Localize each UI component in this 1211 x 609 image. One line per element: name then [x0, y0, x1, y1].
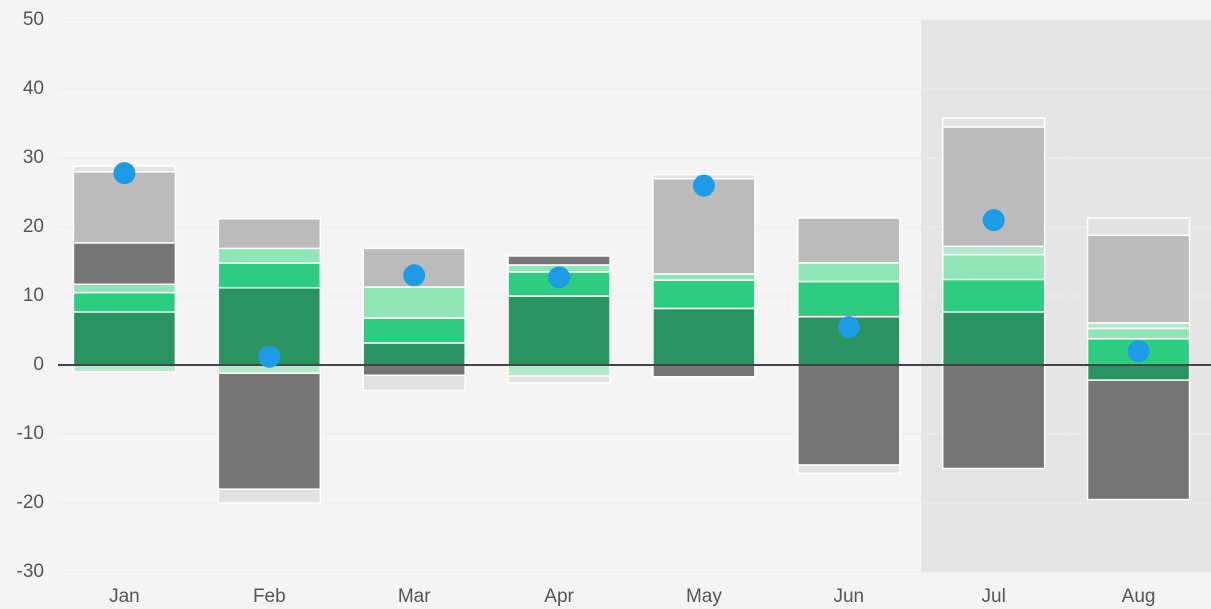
bar-segment — [1086, 234, 1191, 324]
bar-segment — [72, 242, 177, 286]
bar-segment — [217, 247, 322, 264]
bar-segment — [797, 262, 901, 283]
bar-segment — [1086, 364, 1191, 381]
y-tick-label: 50 — [23, 9, 44, 30]
bar-segment — [1086, 379, 1191, 501]
x-tick-label: Jul — [982, 586, 1006, 607]
bar-segment — [507, 364, 611, 377]
bar-segment — [217, 372, 322, 490]
x-tick-label: Jan — [109, 586, 140, 607]
point — [692, 174, 715, 197]
point — [403, 264, 426, 287]
bar-segment — [217, 488, 322, 504]
bar-segment — [941, 364, 1046, 470]
bar-segment — [941, 311, 1046, 366]
bar-segment — [72, 291, 177, 313]
x-tick-label: May — [686, 586, 722, 607]
y-tick-label: -10 — [17, 423, 44, 444]
bar-segment — [72, 283, 177, 294]
bar-segment — [941, 117, 1046, 128]
x-tick-label: Apr — [544, 586, 574, 607]
bar-segment — [652, 364, 756, 378]
bar-segment — [1086, 322, 1191, 330]
bar-segment — [652, 279, 756, 310]
point — [113, 162, 136, 185]
bar-segment — [652, 307, 756, 366]
bar-segment — [217, 217, 322, 250]
bar-segment — [72, 364, 177, 373]
point — [837, 316, 860, 339]
bar-segment — [72, 311, 177, 366]
bar-segment — [217, 262, 322, 289]
bar-segment — [362, 374, 466, 392]
bar-segment — [362, 364, 466, 377]
bar-segment — [362, 342, 466, 366]
bar-segment — [507, 295, 611, 366]
y-tick-label: -20 — [17, 492, 44, 513]
bar-segment — [507, 375, 611, 384]
bar-segment — [797, 364, 901, 466]
bar-segment — [652, 177, 756, 275]
bar-segment — [1086, 217, 1191, 237]
x-tick-label: Feb — [253, 586, 286, 607]
point — [982, 209, 1005, 232]
bar-segment — [652, 273, 756, 281]
x-tick-label: Mar — [398, 586, 431, 607]
bar-segment — [797, 464, 901, 475]
bar-segment — [941, 245, 1046, 256]
y-tick-label: 0 — [33, 354, 44, 375]
y-tick-label: 40 — [23, 78, 44, 99]
bar-segment — [797, 217, 901, 264]
bar-segment — [507, 255, 611, 266]
x-tick-label: Jun — [833, 586, 864, 607]
y-tick-label: -30 — [17, 561, 44, 582]
bar-segment — [362, 317, 466, 344]
y-tick-label: 10 — [23, 285, 44, 306]
y-tick-label: 30 — [23, 147, 44, 168]
point — [548, 266, 571, 289]
bar-segment — [1086, 327, 1191, 340]
x-tick-label: Aug — [1122, 586, 1156, 607]
bar-segment — [362, 286, 466, 319]
point — [1127, 340, 1150, 363]
y-tick-label: 20 — [23, 216, 44, 237]
bar-segment — [797, 280, 901, 318]
bar-segment — [941, 253, 1046, 281]
bar-segment — [941, 278, 1046, 313]
point — [258, 345, 281, 368]
